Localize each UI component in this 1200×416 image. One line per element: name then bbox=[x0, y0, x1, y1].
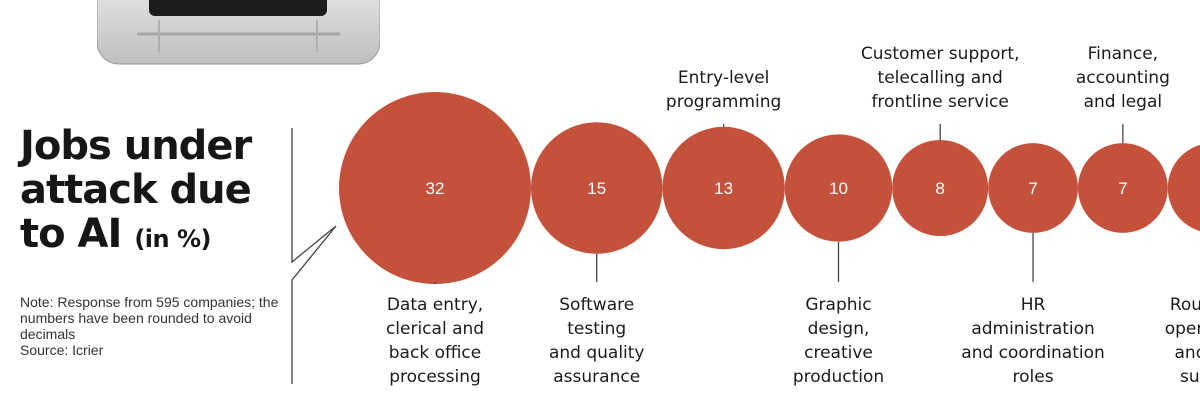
category-label-line: design, bbox=[808, 319, 870, 339]
bubble bbox=[988, 143, 1078, 233]
category-label-line: testing bbox=[567, 319, 626, 339]
category-label-line: telecalling and bbox=[878, 68, 1003, 88]
category-label-line: and quality bbox=[549, 343, 645, 363]
bubble-value-label: 8 bbox=[935, 179, 944, 198]
category-label-line: Customer support, bbox=[861, 44, 1020, 64]
category-label: Data entry, clerical and back office proces… bbox=[386, 295, 484, 387]
category-label: Finance, accounting and legal bbox=[1076, 44, 1170, 112]
category-label-line: Data entry, bbox=[387, 295, 483, 315]
bubble-value-label: 15 bbox=[587, 179, 606, 198]
chart-title-unit: (in %) bbox=[134, 225, 211, 253]
category-label-line: HR bbox=[1021, 295, 1046, 315]
chart-title: Jobs under attack due to AI (in %) bbox=[20, 124, 285, 261]
category-label-line: administration bbox=[971, 319, 1094, 339]
category-label-line: support bbox=[1180, 367, 1200, 387]
category-label: Routine IT operations, and infra support bbox=[1165, 295, 1200, 387]
bubble bbox=[1167, 144, 1200, 232]
category-label-line: and legal bbox=[1084, 92, 1163, 112]
category-label: Entry-level programming bbox=[666, 68, 781, 112]
category-label-line: frontline service bbox=[871, 92, 1008, 112]
category-label: HR administration and coordination roles bbox=[961, 295, 1105, 387]
bubble-value-label: 7 bbox=[1118, 179, 1127, 198]
category-label-line: and coordination bbox=[961, 343, 1105, 363]
category-label-line: processing bbox=[389, 367, 481, 387]
chart-note: Note: Response from 595 companies; the n… bbox=[20, 294, 280, 358]
bubble-value-label: 13 bbox=[714, 179, 733, 198]
bubble bbox=[1077, 143, 1168, 233]
bubble bbox=[662, 126, 785, 250]
category-label-line: assurance bbox=[553, 367, 640, 387]
source-text: Source: Icrier bbox=[20, 342, 104, 358]
category-label-line: operations, bbox=[1165, 319, 1200, 339]
bubble-value-label: 7 bbox=[1028, 179, 1037, 198]
category-label-line: roles bbox=[1013, 367, 1054, 387]
category-label-line: Routine IT bbox=[1170, 295, 1200, 315]
bubble-value-label: 32 bbox=[426, 179, 445, 198]
bubble bbox=[339, 92, 531, 284]
bubble bbox=[892, 140, 989, 236]
category-label-line: creative bbox=[804, 343, 873, 363]
category-label: Software testing and quality assurance bbox=[549, 295, 645, 387]
category-label-line: production bbox=[793, 367, 884, 387]
callout-bracket bbox=[291, 128, 337, 384]
bubble-value-label: 10 bbox=[829, 179, 848, 198]
category-label-line: accounting bbox=[1076, 68, 1170, 88]
bubble bbox=[531, 122, 663, 254]
category-label-line: Entry-level bbox=[678, 68, 770, 88]
device-image bbox=[97, 0, 380, 65]
category-label-line: Finance, bbox=[1088, 44, 1158, 64]
bubble bbox=[784, 134, 893, 242]
category-label-line: Software bbox=[559, 295, 634, 315]
chart-title-main: Jobs under attack due to AI bbox=[20, 123, 252, 257]
category-label-line: clerical and bbox=[386, 319, 484, 339]
category-label-line: programming bbox=[666, 92, 781, 112]
category-label: Customer support, telecalling and frontlin… bbox=[861, 44, 1020, 112]
category-label-line: and infra bbox=[1175, 343, 1200, 363]
note-text: Note: Response from 595 companies; the n… bbox=[20, 294, 279, 342]
category-label-line: Graphic bbox=[805, 295, 871, 315]
category-label: Graphic design, creative production bbox=[793, 295, 884, 387]
category-label-line: back office bbox=[389, 343, 481, 363]
bubbles-layer: 32 Data entry, clerical and back office proc… bbox=[339, 44, 1200, 387]
